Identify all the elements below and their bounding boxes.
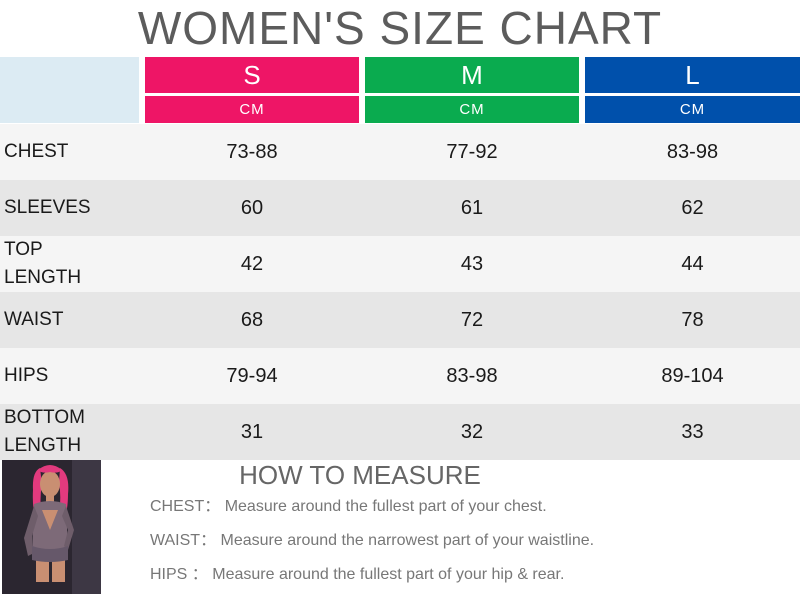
- row-label: WAIST: [4, 309, 64, 330]
- row-label: HIPS: [4, 365, 49, 386]
- tip-text: Measure around the fullest part of your …: [224, 498, 547, 515]
- cell-s: 68: [240, 309, 264, 331]
- cell-m: 83-98: [446, 365, 498, 387]
- cell-l: 33: [681, 421, 704, 443]
- cell-s: 42: [240, 253, 264, 275]
- cell-s: 79-94: [226, 365, 278, 387]
- unit-header-l: CM: [585, 96, 800, 123]
- tip-key: HIPS ：: [150, 566, 208, 583]
- cell-m: 77-92: [446, 141, 498, 163]
- row-label: CHEST: [4, 141, 69, 162]
- row-label: SLEEVES: [4, 197, 91, 218]
- cell-l: 89-104: [661, 365, 724, 387]
- cell-m: 61: [460, 197, 484, 219]
- cell-s: 73-88: [226, 141, 278, 163]
- cell-l: 78: [681, 309, 704, 331]
- how-to-measure-title: HOW TO MEASURE: [239, 460, 481, 490]
- unit-header-s: CM: [145, 96, 359, 123]
- model-photo: [2, 460, 101, 594]
- tip-key: CHEST：: [150, 498, 221, 515]
- row-label: BOTTOM LENGTH: [4, 407, 85, 456]
- size-header-m: M: [365, 57, 579, 93]
- tip-text: Measure around the fullest part of your …: [212, 566, 565, 583]
- tip-waist: WAIST： Measure around the narrowest part…: [150, 530, 594, 552]
- cell-m: 72: [460, 309, 484, 331]
- tip-hips: HIPS ： Measure around the fullest part o…: [150, 564, 564, 586]
- cell-l: 44: [681, 253, 704, 275]
- cell-l: 62: [681, 197, 704, 219]
- table-row-hips: HIPS 79-94 83-98 89-104: [0, 348, 800, 404]
- cell-m: 32: [460, 421, 484, 443]
- table-row-bottom-length: BOTTOM LENGTH 31 32 33: [0, 404, 800, 460]
- header-blank-cell: [0, 57, 139, 123]
- size-header-s: S: [145, 57, 359, 93]
- chart-title: WOMEN'S SIZE CHART: [137, 2, 663, 54]
- tip-chest: CHEST： Measure around the fullest part o…: [150, 496, 547, 518]
- cell-s: 31: [240, 421, 264, 443]
- size-header-l: L: [585, 57, 800, 93]
- cell-s: 60: [240, 197, 264, 219]
- cell-m: 43: [460, 253, 484, 275]
- row-label: TOP LENGTH: [4, 239, 82, 288]
- table-row-sleeves: SLEEVES 60 61 62: [0, 180, 800, 236]
- table-row-chest: CHEST 73-88 77-92 83-98: [0, 124, 800, 180]
- table-row-waist: WAIST 68 72 78: [0, 292, 800, 348]
- tip-text: Measure around the narrowest part of you…: [220, 532, 595, 549]
- table-row-top-length: TOP LENGTH 42 43 44: [0, 236, 800, 292]
- tip-key: WAIST：: [150, 532, 217, 549]
- cell-l: 83-98: [666, 141, 719, 163]
- unit-header-m: CM: [365, 96, 579, 123]
